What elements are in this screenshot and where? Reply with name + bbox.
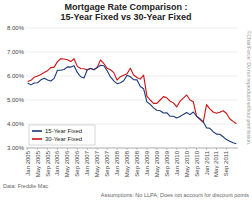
grid-line (26, 148, 238, 149)
x-tick (127, 148, 128, 150)
x-tick-label: Jan 2006 (54, 150, 60, 175)
x-tick-label: Jan 2008 (114, 150, 120, 175)
grid-line (26, 124, 238, 125)
x-tick (117, 148, 118, 150)
lines (28, 59, 237, 144)
grid-line (26, 28, 238, 29)
x-tick (67, 148, 68, 150)
x-tick-label: May 2011 (213, 150, 219, 177)
x-tick-label: May 2008 (124, 150, 130, 177)
watermark: ©ChartForce: Do not reproduce without pe… (246, 31, 252, 145)
x-tick-label: May 2006 (64, 150, 70, 177)
y-tick-label: 3.00% (7, 145, 25, 151)
x-tick-label: May 2005 (35, 150, 41, 177)
x-tick-label: May 2009 (154, 150, 160, 177)
x-tick-label: Jan 2010 (174, 150, 180, 175)
x-tick (97, 148, 98, 150)
legend-label: 30-Year Fixed (45, 136, 82, 142)
y-tick-label: 7.00% (7, 49, 25, 55)
x-tick-label: Jan 2009 (144, 150, 150, 175)
x-tick-label: Jan 2007 (84, 150, 90, 175)
annotations: Data: Freddie Mac Assumptions: No LLPA; D… (3, 31, 252, 198)
y-tick-label: 5.00% (7, 97, 25, 103)
grid-line (26, 76, 238, 77)
y-tick-label: 8.00% (7, 25, 25, 31)
x-axis: Jan 2005 May 2005 Sep 2005Jan 2006 May 2006… (25, 148, 238, 177)
x-tick (146, 148, 147, 150)
x-tick (166, 148, 167, 150)
grid-line (26, 52, 238, 53)
x-tick (57, 148, 58, 150)
title: Mortgage Rate Comparison : 15-Year Fixed… (0, 2, 252, 22)
x-tick (226, 148, 227, 150)
series-line (28, 59, 237, 124)
x-tick (77, 148, 78, 150)
x-tick (196, 148, 197, 150)
x-tick-label: Sep 2009 (164, 150, 170, 176)
x-tick-label: Jan 2005 (25, 150, 31, 175)
y-tick-label: 6.00% (7, 73, 25, 79)
x-tick-label: Sep 2010 (194, 150, 200, 176)
x-tick (37, 148, 38, 150)
x-tick-label: Sep 2005 (45, 150, 51, 176)
legend: 15-Year Fixed 30-Year Fixed (29, 125, 95, 145)
x-tick-label: Sep 2007 (104, 150, 110, 176)
x-tick-label: May 2010 (184, 150, 190, 177)
x-tick (107, 148, 108, 150)
chart: Mortgage Rate Comparison : 15-Year Fixed… (0, 0, 252, 200)
legend-swatch (32, 138, 42, 140)
series-line (28, 65, 237, 143)
x-tick-label: Jan 2011 (204, 150, 210, 175)
x-tick-label: Sep 2006 (74, 150, 80, 176)
x-tick-label: Sep 2008 (134, 150, 140, 176)
x-tick (156, 148, 157, 150)
legend-label: 15-Year Fixed (45, 128, 82, 134)
x-tick (47, 148, 48, 150)
x-tick-label: Sep 2011 (223, 150, 229, 176)
y-axis: 3.00% 4.00% 5.00% 6.00% 7.00% 8.00% (7, 25, 238, 151)
x-tick (87, 148, 88, 150)
legend-swatch (32, 130, 42, 132)
legend-box (29, 125, 95, 145)
x-tick-label: May 2007 (94, 150, 100, 177)
x-tick (136, 148, 137, 150)
y-tick-label: 4.00% (7, 121, 25, 127)
footnote: Assumptions: No LLPA; Does not account f… (101, 192, 249, 198)
x-tick (216, 148, 217, 150)
x-tick (186, 148, 187, 150)
plot-svg: 3.00% 4.00% 5.00% 6.00% 7.00% 8.00% Jan 2005 Ma… (0, 0, 252, 200)
x-tick (27, 148, 28, 150)
grid-line (26, 100, 238, 101)
x-axis-line (26, 148, 238, 149)
x-tick (176, 148, 177, 150)
footnote: Data: Freddie Mac (3, 183, 48, 189)
x-tick (206, 148, 207, 150)
